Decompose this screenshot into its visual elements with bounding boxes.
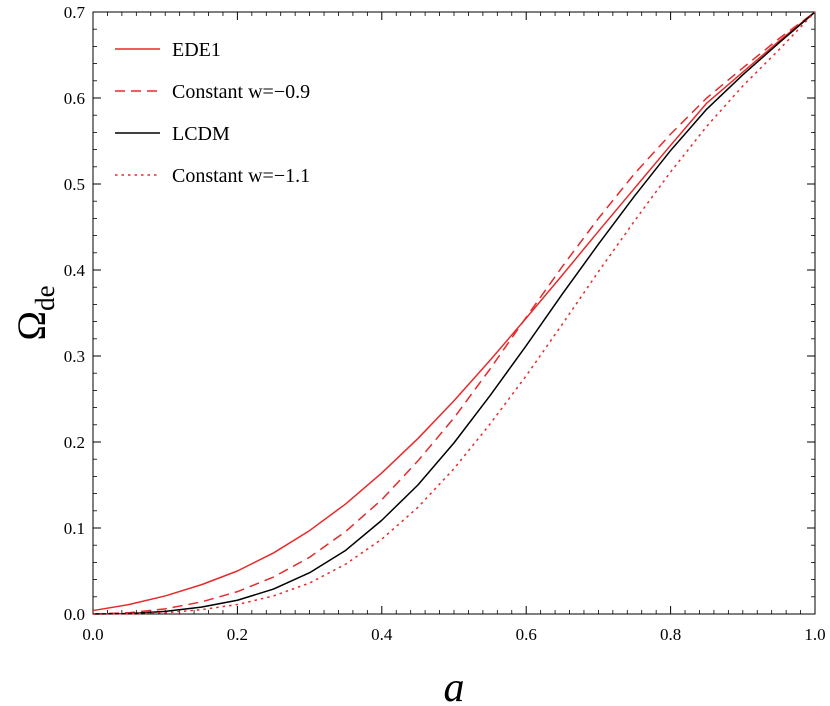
y-tick-label: 0.0 <box>64 605 85 624</box>
x-tick-label: 0.0 <box>82 625 103 644</box>
y-tick-label: 0.5 <box>64 175 85 194</box>
y-tick-label: 0.1 <box>64 519 85 538</box>
y-axis-title: Ωde <box>9 285 60 340</box>
series-lines <box>92 11 816 615</box>
x-tick-label: 0.4 <box>371 625 393 644</box>
y-tick-label: 0.7 <box>64 3 86 22</box>
legend-label: LCDM <box>172 123 230 145</box>
x-tick-label: 0.2 <box>227 625 248 644</box>
legend-label: EDE1 <box>172 39 221 61</box>
tick-labels: 0.0 0.2 0.4 0.6 0.8 1.0 0.0 0.1 0.2 0.3 0.4 0.5 0.6 0… <box>64 3 826 644</box>
x-tick-label: 0.6 <box>516 625 537 644</box>
y-tick-label: 0.6 <box>64 89 85 108</box>
x-tick-label: 0.8 <box>660 625 681 644</box>
y-axis-title-sub: de <box>30 285 60 311</box>
y-axis-title-main: Ω <box>9 311 54 341</box>
series-line-2 <box>92 11 816 615</box>
y-tick-label: 0.3 <box>64 347 85 366</box>
y-tick-label: 0.2 <box>64 433 85 452</box>
legend: EDE1 Constant w=−0.9 LCDM Constant w=−1.1 <box>115 39 310 187</box>
legend-label: Constant w=−1.1 <box>172 165 310 187</box>
ticks <box>92 11 816 615</box>
x-tick-label: 1.0 <box>804 625 825 644</box>
legend-label: Constant w=−0.9 <box>172 81 310 103</box>
x-axis-title: a <box>444 665 465 706</box>
series-line-1 <box>92 11 816 615</box>
y-tick-label: 0.4 <box>64 261 86 280</box>
series-line-0 <box>92 11 816 612</box>
